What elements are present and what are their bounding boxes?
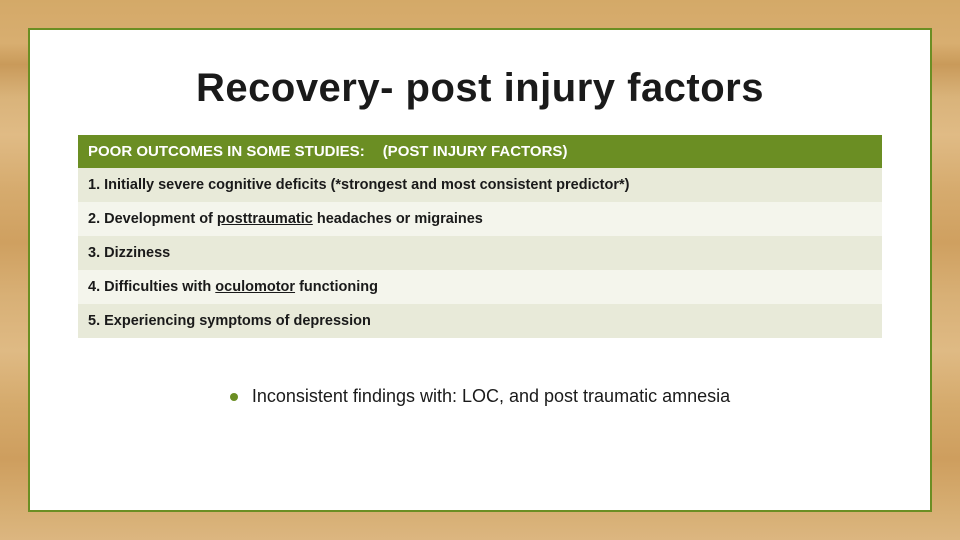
row-1-suffix: ) — [625, 177, 630, 193]
row-3: 3. Dizziness — [78, 236, 882, 270]
row-2-underline: posttraumatic — [217, 211, 313, 227]
table-row: 3. Dizziness — [78, 236, 882, 270]
slide-frame: Recovery- post injury factors POOR OUTCO… — [28, 28, 932, 512]
bullet-icon — [230, 393, 238, 401]
table-header-row: POOR OUTCOMES IN SOME STUDIES: (POST INJU… — [78, 135, 882, 168]
header-right: (POST INJURY FACTORS) — [383, 143, 568, 160]
row-2: 2. Development of posttraumatic headache… — [78, 202, 882, 236]
table-row: 1. Initially severe cognitive deficits (… — [78, 168, 882, 202]
bullet-line: Inconsistent findings with: LOC, and pos… — [230, 386, 730, 407]
outcomes-table: POOR OUTCOMES IN SOME STUDIES: (POST INJU… — [78, 135, 882, 338]
row-2-suffix: headaches or migraines — [313, 211, 483, 227]
table-row: 5. Experiencing symptoms of depression — [78, 304, 882, 338]
row-2-prefix: 2. Development of — [88, 211, 217, 227]
table-row: 4. Difficulties with oculomotor function… — [78, 270, 882, 304]
bullet-text: Inconsistent findings with: LOC, and pos… — [252, 386, 730, 407]
row-1: 1. Initially severe cognitive deficits (… — [78, 168, 882, 202]
bullet-area: Inconsistent findings with: LOC, and pos… — [78, 386, 882, 407]
row-5: 5. Experiencing symptoms of depression — [78, 304, 882, 338]
slide-title: Recovery- post injury factors — [78, 66, 882, 111]
header-left: POOR OUTCOMES IN SOME STUDIES: — [88, 143, 365, 160]
table-row: 2. Development of posttraumatic headache… — [78, 202, 882, 236]
row-4-underline: oculomotor — [215, 279, 295, 295]
row-1-emphasis: *strongest and most consistent predictor… — [335, 177, 624, 193]
row-4: 4. Difficulties with oculomotor function… — [78, 270, 882, 304]
row-1-prefix: 1. Initially severe cognitive deficits ( — [88, 177, 335, 193]
row-4-prefix: 4. Difficulties with — [88, 279, 215, 295]
row-4-suffix: functioning — [295, 279, 378, 295]
table-header: POOR OUTCOMES IN SOME STUDIES: (POST INJU… — [78, 135, 882, 168]
